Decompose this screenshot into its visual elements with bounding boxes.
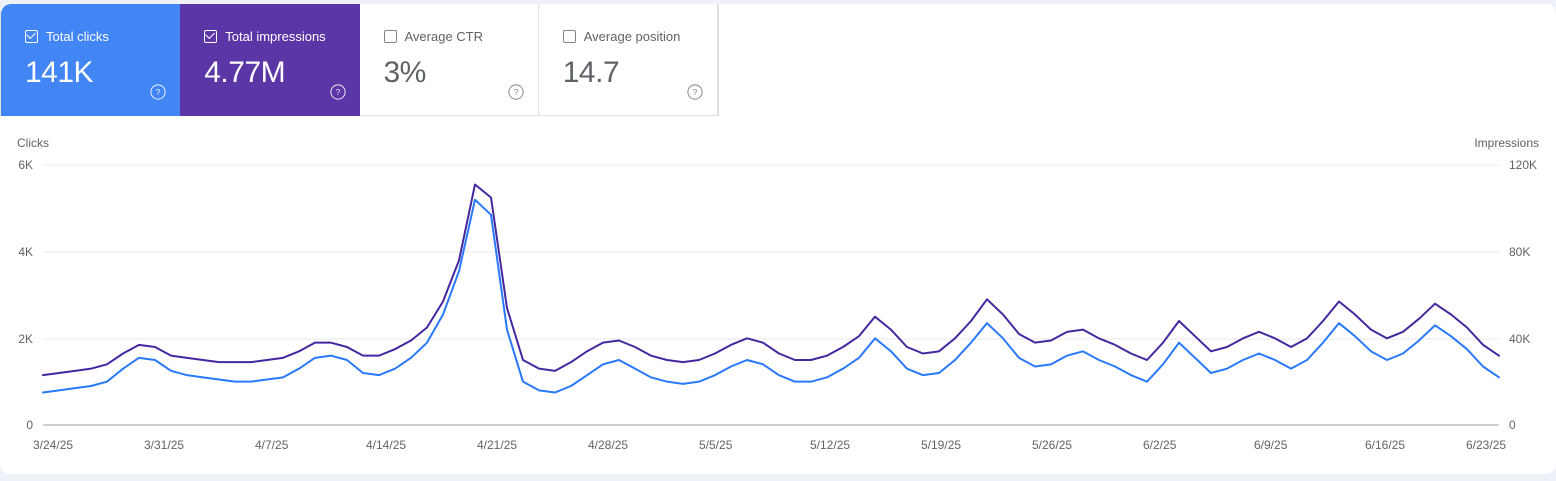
svg-text:5/5/25: 5/5/25 — [699, 438, 733, 452]
svg-text:6/23/25: 6/23/25 — [1466, 438, 1506, 452]
svg-text:80K: 80K — [1509, 245, 1530, 259]
svg-text:120K: 120K — [1509, 158, 1537, 172]
svg-text:3/31/25: 3/31/25 — [144, 438, 184, 452]
svg-text:4/7/25: 4/7/25 — [255, 438, 289, 452]
svg-text:2K: 2K — [18, 332, 33, 346]
svg-text:5/12/25: 5/12/25 — [810, 438, 850, 452]
svg-text:?: ? — [156, 88, 161, 97]
svg-text:?: ? — [693, 88, 698, 97]
svg-text:4/21/25: 4/21/25 — [477, 438, 517, 452]
svg-text:6K: 6K — [18, 158, 33, 172]
svg-text:40K: 40K — [1509, 332, 1530, 346]
svg-text:5/26/25: 5/26/25 — [1032, 438, 1072, 452]
svg-text:0: 0 — [1509, 418, 1516, 432]
svg-text:3/24/25: 3/24/25 — [33, 438, 73, 452]
svg-text:4/14/25: 4/14/25 — [366, 438, 406, 452]
svg-text:6/16/25: 6/16/25 — [1365, 438, 1405, 452]
svg-text:5/19/25: 5/19/25 — [921, 438, 961, 452]
svg-text:4/28/25: 4/28/25 — [588, 438, 628, 452]
svg-text:?: ? — [335, 88, 340, 97]
svg-text:6/9/25: 6/9/25 — [1254, 438, 1288, 452]
svg-text:0: 0 — [26, 418, 33, 432]
svg-text:6/2/25: 6/2/25 — [1143, 438, 1177, 452]
svg-text:4K: 4K — [18, 245, 33, 259]
svg-text:?: ? — [513, 88, 518, 97]
